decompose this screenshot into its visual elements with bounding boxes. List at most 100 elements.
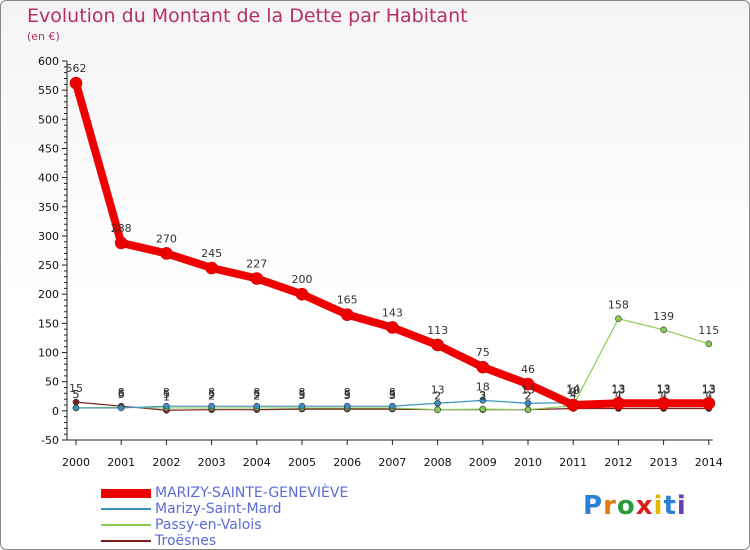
legend-swatch	[101, 540, 151, 542]
data-point	[340, 308, 354, 321]
data-label: 5	[73, 388, 80, 401]
data-label: 13	[431, 383, 445, 396]
data-label: 2	[434, 390, 441, 403]
x-tick-label: 2008	[424, 456, 452, 469]
data-point	[660, 326, 667, 334]
data-label: 5	[344, 388, 351, 401]
y-tick-label: 350	[38, 201, 59, 214]
data-label: 245	[201, 247, 222, 260]
data-label: 8	[389, 386, 396, 399]
y-tick-label: 100	[38, 347, 59, 360]
x-tick-label: 2006	[333, 456, 361, 469]
logo-letter: i	[653, 491, 664, 521]
data-point	[343, 402, 351, 410]
data-point	[434, 399, 441, 407]
y-tick-label: 0	[52, 405, 59, 418]
chart-unit-label: (en €)	[27, 30, 60, 43]
data-point	[389, 402, 396, 410]
logo-letter: P	[583, 491, 604, 521]
series-layer	[69, 76, 716, 414]
axes: -50 0 50 100 150 200 250 300 350 400 450 500 550 600 2…	[38, 55, 723, 469]
data-label: 2	[208, 390, 215, 403]
data-label: 5	[118, 388, 125, 401]
y-tick-label: 600	[38, 55, 59, 68]
data-label: 13	[611, 383, 625, 396]
y-tick-label: 450	[38, 142, 59, 155]
data-label: 13	[521, 383, 535, 396]
y-tick-label: 300	[38, 230, 59, 243]
data-label: 2	[525, 390, 532, 403]
data-label: 1	[163, 390, 170, 403]
data-point	[612, 396, 625, 410]
legend-item[interactable]: Troësnes	[101, 533, 348, 549]
data-label: 143	[382, 306, 403, 319]
y-tick-label: 400	[38, 172, 59, 185]
x-tick-label: 2013	[650, 456, 678, 469]
data-label: 562	[66, 62, 87, 75]
legend-label: Marizy-Saint-Mard	[155, 501, 282, 517]
legend-item[interactable]: MARIZY-SAINTE-GENEVIÈVE	[101, 485, 348, 501]
legend-swatch-main	[101, 488, 151, 498]
data-label: 8	[253, 386, 260, 399]
data-label: 13	[611, 382, 625, 395]
data-label: 13	[657, 383, 671, 396]
logo-letter: x	[635, 491, 654, 521]
data-label: 5	[389, 388, 396, 401]
data-label: 5	[163, 388, 170, 401]
data-label: 2	[525, 390, 532, 403]
data-label: 165	[337, 294, 358, 307]
legend-swatch	[101, 508, 151, 510]
data-label: 5	[299, 388, 306, 401]
legend-label: Passy-en-Valois	[155, 517, 262, 533]
y-tick-label: 150	[38, 317, 59, 330]
legend-label: Troësnes	[155, 533, 217, 549]
x-tick-label: 2000	[62, 456, 90, 469]
data-label: 2	[434, 390, 441, 403]
x-tick-label: 2014	[695, 456, 723, 469]
data-label: 227	[246, 257, 267, 270]
data-point	[615, 315, 622, 323]
data-point	[476, 360, 490, 374]
data-label: 3	[299, 389, 306, 402]
data-label: 4	[660, 389, 667, 402]
legend-label: MARIZY-SAINTE-GENEVIÈVE	[155, 485, 349, 501]
data-point	[72, 404, 80, 412]
data-point	[205, 261, 218, 275]
logo-letter: t	[663, 491, 677, 521]
data-label: 2	[479, 390, 486, 403]
data-label: 4	[615, 389, 622, 402]
data-point	[434, 406, 441, 413]
data-label: 6	[118, 387, 125, 400]
data-label: 3	[389, 389, 396, 402]
data-label: 14	[566, 383, 580, 396]
legend-item[interactable]: Marizy-Saint-Mard	[101, 501, 348, 517]
x-tick-label: 2007	[378, 456, 406, 469]
x-tick-label: 2012	[604, 456, 632, 469]
data-point	[114, 236, 128, 250]
x-tick-label: 2003	[198, 456, 226, 469]
data-label: 9	[570, 386, 577, 399]
data-point	[160, 247, 173, 260]
data-point	[253, 402, 261, 410]
data-point	[386, 321, 399, 334]
data-label: 4	[705, 389, 712, 402]
data-label: 5	[208, 388, 215, 401]
data-label: 288	[111, 222, 132, 235]
data-point	[69, 76, 83, 90]
x-tick-label: 2010	[514, 456, 542, 469]
data-point	[208, 402, 215, 410]
data-label: 2	[253, 390, 260, 403]
legend: MARIZY-SAINTE-GENEVIÈVE Marizy-Saint-Mar…	[101, 485, 348, 549]
data-point	[295, 287, 309, 301]
data-label: 10	[566, 384, 580, 397]
logo-letter: r	[603, 491, 617, 521]
x-tick-label: 2005	[288, 456, 316, 469]
legend-item[interactable]: Passy-en-Valois	[101, 517, 348, 533]
data-point	[250, 272, 264, 285]
logo-letter: o	[616, 491, 636, 521]
data-point	[431, 338, 444, 352]
data-label: 8	[163, 386, 170, 399]
data-point	[566, 398, 580, 412]
